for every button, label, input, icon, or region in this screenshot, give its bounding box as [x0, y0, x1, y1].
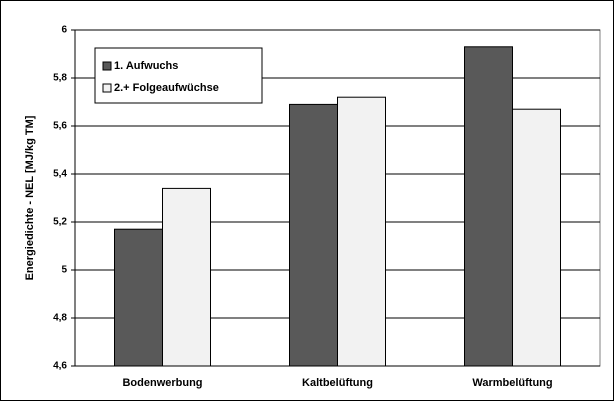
bar — [464, 46, 513, 367]
legend-label: 2.+ Folgeaufwüchse — [114, 82, 219, 94]
y-tick-label: 4,8 — [53, 313, 67, 324]
y-tick-label: 5,8 — [53, 73, 67, 84]
x-tick-label: Bodenwerbung — [122, 377, 202, 389]
bar — [114, 228, 163, 367]
legend-swatch — [102, 83, 112, 93]
y-tick-label: 5,2 — [53, 217, 67, 228]
bar — [289, 103, 338, 367]
legend-box — [94, 47, 263, 104]
y-tick-label: 5 — [61, 265, 67, 276]
legend-label: 1. Aufwuchs — [114, 60, 178, 72]
bar — [512, 108, 561, 367]
y-tick-label: 5,6 — [53, 121, 67, 132]
bar — [162, 187, 211, 367]
x-tick-label: Kaltbelüftung — [302, 377, 373, 389]
y-axis-label: Energiedichte - NEL [MJ/kg TM] — [24, 115, 36, 280]
y-tick-label: 4,6 — [53, 361, 67, 372]
y-tick-label: 5,4 — [53, 169, 67, 180]
legend-swatch — [102, 61, 112, 71]
x-tick-label: Warmbelüftung — [472, 377, 552, 389]
y-tick-label: 6 — [61, 25, 67, 36]
bar — [337, 96, 386, 367]
